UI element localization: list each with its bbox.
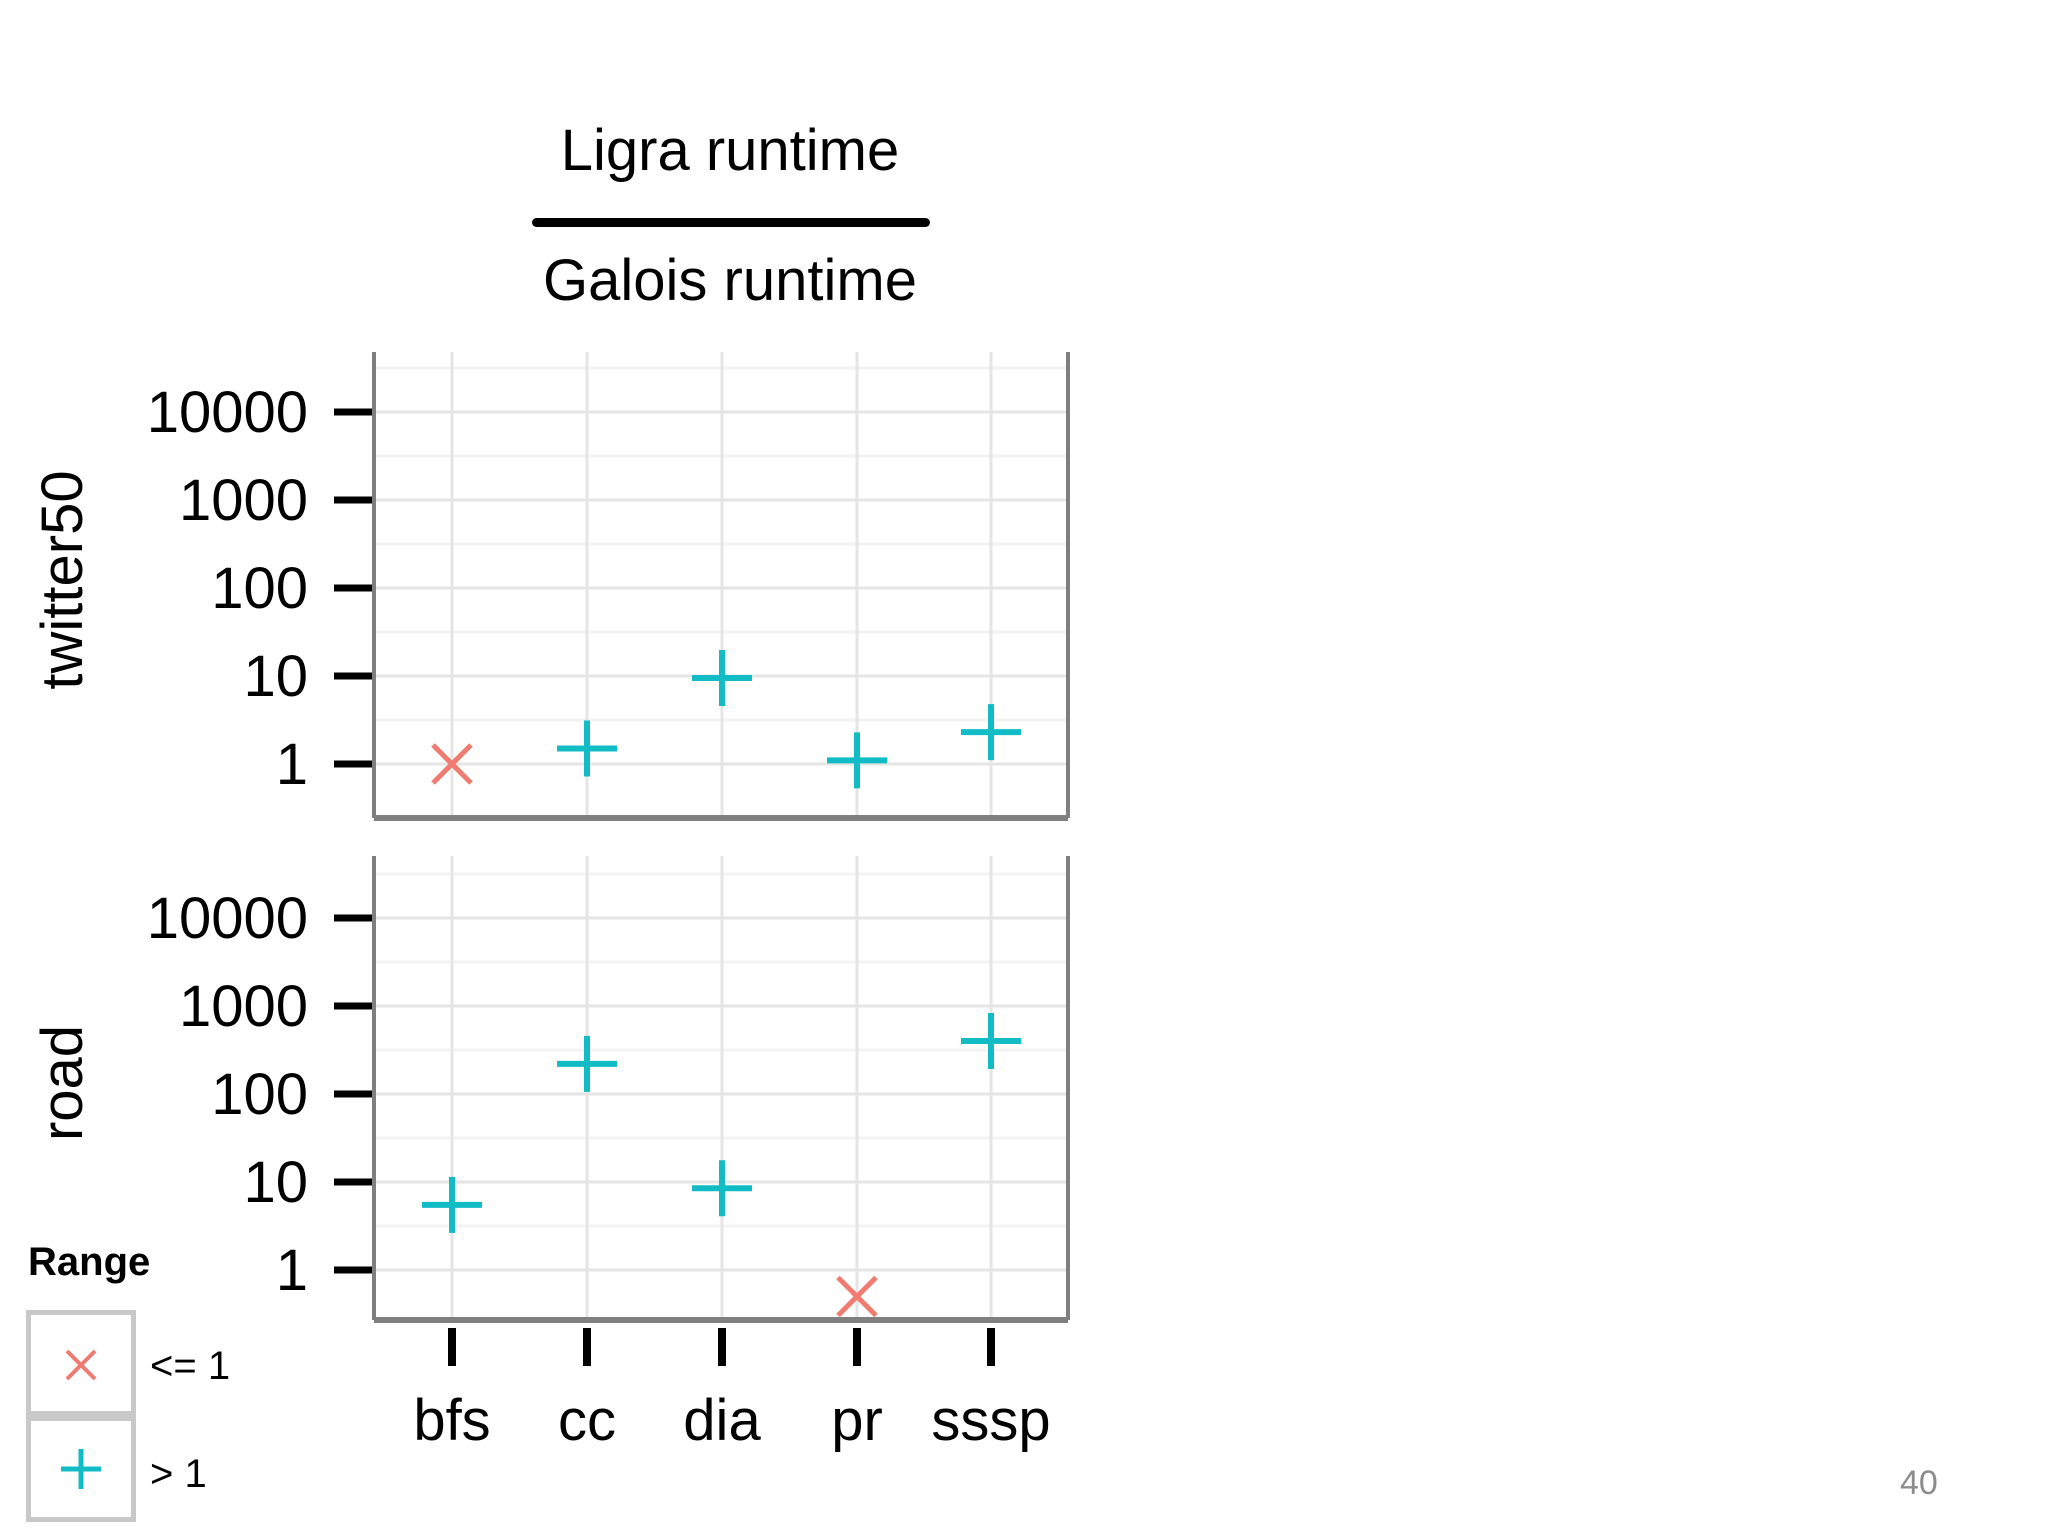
data-point-plus-mark <box>557 1035 617 1092</box>
plus-mark-icon <box>61 1449 101 1489</box>
x-tick-label: dia <box>683 1388 761 1453</box>
data-point-plus-mark <box>827 732 887 789</box>
panel-label-twitter50: twitter50 <box>30 470 95 689</box>
y-tick-label: 1 <box>276 1238 308 1303</box>
data-point-plus-mark <box>692 1160 752 1217</box>
data-point-plus-mark <box>557 720 617 777</box>
x-mark-icon <box>65 1349 97 1381</box>
panel-label-road: road <box>30 1025 95 1141</box>
y-tick-label: 100 <box>211 556 308 621</box>
legend-key-gt1 <box>26 1416 136 1522</box>
chart-title-denominator: Galois runtime <box>543 248 917 313</box>
x-tick-label: sssp <box>931 1388 1050 1453</box>
legend-title: Range <box>28 1240 151 1284</box>
x-tick-label: cc <box>558 1388 616 1453</box>
slide-number: 40 <box>1900 1464 1938 1502</box>
y-tick-label: 1000 <box>179 468 308 533</box>
fraction-bar <box>532 218 930 227</box>
y-tick-label: 10000 <box>147 886 308 951</box>
legend-label-gt1: > 1 <box>150 1452 207 1496</box>
y-tick-label: 1 <box>276 732 308 797</box>
data-point-x-mark <box>836 1275 878 1318</box>
y-tick-label: 10 <box>243 1150 308 1215</box>
data-point-plus-mark <box>692 649 752 706</box>
data-point-plus-mark <box>961 704 1021 761</box>
y-tick-label: 1000 <box>179 974 308 1039</box>
y-tick-label: 100 <box>211 1062 308 1127</box>
legend-key-le1 <box>26 1310 136 1416</box>
x-tick-label: pr <box>831 1388 883 1453</box>
y-tick-label: 10000 <box>147 380 308 445</box>
y-tick-label: 10 <box>243 644 308 709</box>
data-point-plus-mark <box>961 1013 1021 1070</box>
legend-label-le1: <= 1 <box>150 1344 231 1388</box>
data-point-x-mark <box>431 743 473 785</box>
chart-title-numerator: Ligra runtime <box>560 118 900 183</box>
data-point-plus-mark <box>422 1176 482 1233</box>
x-tick-label: bfs <box>413 1388 490 1453</box>
